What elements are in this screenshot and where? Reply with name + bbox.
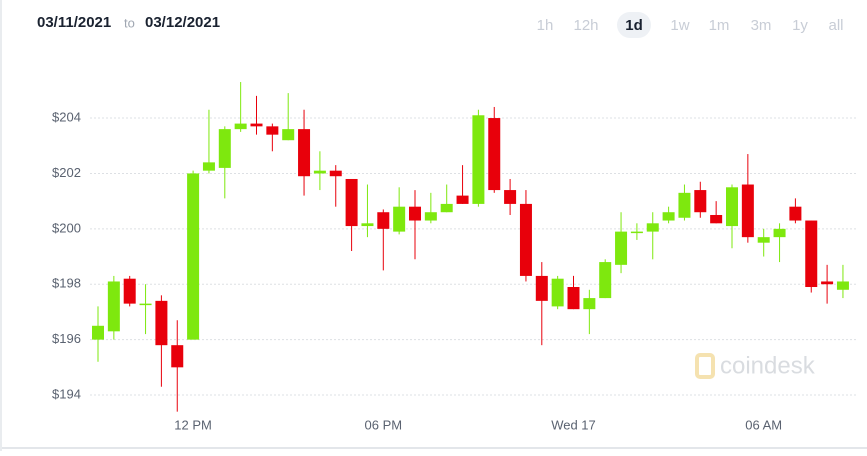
range-button[interactable]: 1h — [537, 17, 554, 34]
y-tick-label: $202 — [52, 165, 81, 180]
candle-body — [662, 212, 675, 221]
candle-body — [488, 118, 501, 191]
range-button[interactable]: 1d — [625, 17, 643, 34]
y-tick-label: $200 — [52, 220, 81, 235]
candle-body — [313, 170, 326, 174]
candle-body — [409, 206, 421, 221]
y-tick-label: $204 — [52, 109, 81, 124]
y-tick-label: $194 — [52, 386, 81, 401]
watermark: coindesk — [695, 352, 816, 379]
candle-body — [678, 192, 691, 218]
candle-body — [535, 275, 548, 301]
watermark-text: coindesk — [720, 352, 816, 379]
candle-body — [615, 231, 628, 265]
candle-body — [710, 214, 723, 224]
candle-body — [329, 170, 342, 177]
x-tick-label: Wed 17 — [551, 417, 596, 432]
range-button[interactable]: 1y — [792, 17, 808, 34]
candle-body — [599, 262, 612, 299]
candle-body — [187, 173, 200, 340]
candle-body — [234, 123, 247, 130]
candle-body — [123, 278, 136, 304]
candle-body — [773, 228, 786, 238]
candle-body — [646, 223, 659, 232]
candle-body — [155, 300, 168, 346]
candle-body — [630, 231, 643, 234]
watermark-logo — [695, 353, 715, 379]
candle-body — [218, 129, 231, 168]
x-tick-label: 12 PM — [174, 417, 212, 432]
candle-body — [741, 184, 754, 238]
candle-body — [139, 303, 152, 306]
candle-body — [456, 195, 469, 204]
range-button[interactable]: 12h — [573, 17, 598, 34]
candle-body — [202, 162, 215, 171]
candle-body — [298, 129, 311, 177]
candle-body — [519, 203, 532, 276]
candle-body — [250, 123, 263, 127]
candle-body — [551, 278, 564, 307]
range-button[interactable]: 1m — [709, 17, 730, 34]
candle-body — [726, 187, 738, 227]
range-button[interactable]: all — [828, 17, 843, 34]
y-tick-label: $198 — [52, 276, 81, 291]
candle-body — [789, 206, 802, 221]
candle-body — [821, 281, 834, 285]
candle-body — [440, 203, 453, 213]
range-selected-bg — [617, 12, 651, 38]
candle-body — [694, 190, 707, 213]
y-tick-label: $196 — [52, 331, 81, 346]
candle-body — [567, 287, 580, 310]
candle-body — [472, 115, 485, 204]
candle-body — [836, 281, 849, 290]
candle-body — [424, 212, 437, 221]
candle-body — [171, 345, 184, 368]
date-from: 03/11/2021 — [37, 14, 111, 31]
candle-body — [345, 178, 358, 227]
candle-body — [805, 220, 818, 288]
candle-body — [92, 325, 104, 340]
range-button[interactable]: 1w — [670, 17, 689, 34]
date-to-label: to — [124, 15, 135, 30]
candle-body — [757, 237, 770, 243]
candle-body — [504, 190, 517, 204]
date-until: 03/12/2021 — [145, 14, 220, 31]
candle-body — [266, 126, 279, 135]
x-tick-label: 06 AM — [745, 417, 782, 432]
candle-body — [361, 223, 374, 227]
candle-body — [393, 206, 406, 232]
candle-body — [282, 129, 295, 141]
candle-body — [377, 212, 390, 229]
x-tick-label: 06 PM — [365, 417, 403, 432]
range-button[interactable]: 3m — [751, 17, 772, 34]
candle-body — [583, 298, 596, 310]
candle-body — [107, 281, 120, 332]
